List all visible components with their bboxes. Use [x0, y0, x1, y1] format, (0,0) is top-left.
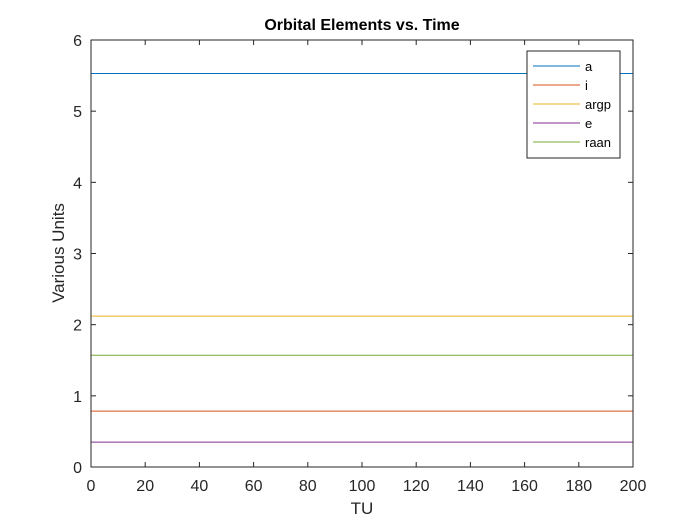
x-axis-ticks: 0 20 40 60 80 100 120 140 160 180 200 — [87, 40, 647, 495]
x-tick-label: 0 — [87, 478, 96, 495]
x-tick-label: 80 — [299, 478, 317, 495]
y-axis-ticks: 0 1 2 3 4 5 6 — [73, 33, 633, 477]
x-axis-label: TU — [351, 499, 374, 518]
legend-label-raan: raan — [585, 135, 611, 150]
x-tick-label: 100 — [349, 478, 376, 495]
x-tick-label: 20 — [136, 478, 154, 495]
y-tick-label: 3 — [73, 247, 82, 264]
y-tick-label: 1 — [73, 389, 82, 406]
chart-title: Orbital Elements vs. Time — [264, 17, 459, 34]
y-tick-label: 2 — [73, 318, 82, 335]
legend-label-e: e — [585, 116, 592, 131]
y-tick-label: 5 — [73, 104, 82, 121]
x-tick-label: 40 — [191, 478, 209, 495]
legend-items: ai argp e raan — [533, 59, 611, 150]
legend-label-a: a — [585, 59, 593, 74]
x-tick-label: 180 — [565, 478, 592, 495]
y-tick-label: 6 — [73, 33, 82, 50]
x-tick-label: 120 — [403, 478, 430, 495]
y-tick-label: 4 — [73, 175, 82, 192]
legend-label-argp: argp — [585, 97, 611, 112]
x-tick-label: 200 — [620, 478, 647, 495]
legend-label-i: i — [585, 78, 588, 93]
x-tick-label: 160 — [511, 478, 538, 495]
x-tick-label: 60 — [245, 478, 263, 495]
y-tick-label: 0 — [73, 460, 82, 477]
legend: ai argp e raan — [526, 50, 621, 159]
series-lines — [91, 72, 633, 443]
x-tick-label: 140 — [457, 478, 484, 495]
y-axis-label: Various Units — [49, 203, 68, 303]
